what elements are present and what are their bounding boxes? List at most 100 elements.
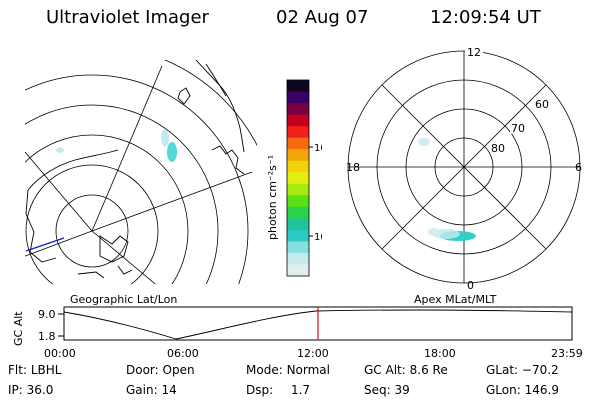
status-ip-value: 36.0 xyxy=(26,383,54,397)
status-gc-alt-value: 8.6 Re xyxy=(409,363,448,377)
polar-axis-diagonal xyxy=(381,84,547,250)
status-dsp-label: Dsp: xyxy=(246,383,274,397)
aurora-patch xyxy=(167,142,177,162)
colorbar-swatch xyxy=(287,229,309,242)
status-glat: GLat: −70.2 xyxy=(486,363,559,377)
geo-lat-circle xyxy=(25,104,219,284)
status-door: Door: Open xyxy=(126,363,195,377)
label-bg xyxy=(534,97,554,110)
colorbar-swatch xyxy=(287,195,309,208)
geo-lat-circle xyxy=(55,194,129,268)
geo-lat-circle xyxy=(25,74,249,284)
colorbar-swatch xyxy=(287,137,309,150)
status-filter-value: LBHL xyxy=(30,363,62,377)
colorbar-swatch xyxy=(287,80,309,93)
aurora-patch xyxy=(161,129,169,147)
altitude-curve xyxy=(63,309,573,340)
colorbar-swatch xyxy=(287,114,309,127)
status-glon-value: 146.9 xyxy=(524,383,559,397)
polar-map-caption: Apex MLat/MLT xyxy=(414,293,497,306)
geo-lat-circle xyxy=(25,164,159,284)
colorbar-swatch xyxy=(287,103,309,116)
coastline xyxy=(205,63,227,97)
lat-label-80: 80 xyxy=(491,142,505,155)
coastline xyxy=(211,145,245,175)
mlt-label-12: 12 xyxy=(467,46,481,59)
status-gain-label: Gain: xyxy=(126,383,158,397)
observation-time: 12:09:54 UT xyxy=(430,7,541,28)
geo-lat-circle xyxy=(25,134,189,284)
coastline xyxy=(117,265,133,275)
status-mode-value: Normal xyxy=(286,363,330,377)
status-glon-label: GLon: xyxy=(486,383,521,397)
coastline xyxy=(195,60,245,153)
colorbar-tick-10: 10 xyxy=(314,232,322,243)
status-gain-value: 14 xyxy=(161,383,177,397)
status-mode-label: Mode: xyxy=(246,363,283,377)
label-bg xyxy=(490,141,510,154)
coastline xyxy=(25,189,57,263)
colorbar-swatch xyxy=(287,252,309,265)
colorbar-swatch xyxy=(287,172,309,185)
status-door-value: Open xyxy=(162,363,195,377)
colorbar-swatch xyxy=(287,241,309,254)
status-gain: Gain: 14 xyxy=(126,383,177,397)
status-seq: Seq: 39 xyxy=(364,383,410,397)
colorbar-label: photon cm⁻²s⁻¹ xyxy=(266,155,279,240)
status-seq-value: 39 xyxy=(394,383,410,397)
colorbar-swatch xyxy=(287,160,309,173)
status-filter: Flt: LBHL xyxy=(8,363,61,377)
colorbar-scale xyxy=(287,80,309,277)
aurora-patch xyxy=(56,147,64,153)
colorbar: 100 10 photon cm⁻²s⁻¹ xyxy=(266,79,322,277)
status-ip-label: IP: xyxy=(8,383,23,397)
mlt-label-0: 0 xyxy=(467,279,474,292)
y-tick-9: 9.0 xyxy=(38,308,56,321)
status-glat-label: GLat: xyxy=(486,363,519,377)
status-gc-alt: GC Alt: 8.6 Re xyxy=(364,363,448,377)
x-tick-0600: 06:00 xyxy=(167,347,199,360)
colorbar-tick-100: 100 xyxy=(314,143,322,154)
status-mode: Mode: Normal xyxy=(246,363,330,377)
timeline-axis-title: GC Alt xyxy=(12,311,25,346)
colorbar-swatch xyxy=(287,149,309,162)
colorbar-swatch xyxy=(287,218,309,231)
colorbar-swatch xyxy=(287,206,309,219)
mlt-label-18: 18 xyxy=(346,161,360,174)
geo-meridian xyxy=(91,230,156,284)
label-bg xyxy=(510,121,530,134)
lat-label-60: 60 xyxy=(535,98,549,111)
status-dsp: Dsp: 1.7 xyxy=(246,383,310,397)
geo-meridian xyxy=(25,151,93,232)
geo-coastlines xyxy=(25,60,245,279)
coastline xyxy=(177,87,191,105)
colorbar-swatch xyxy=(287,183,309,196)
x-tick-2359: 23:59 xyxy=(551,347,583,360)
status-glat-value: −70.2 xyxy=(521,363,559,377)
aurora-oval-patch xyxy=(428,228,440,236)
instrument-title: Ultraviolet Imager xyxy=(46,7,209,28)
geo-meridian xyxy=(91,65,163,232)
orbit-track-line xyxy=(25,237,65,252)
geo-meridian xyxy=(91,171,253,232)
x-tick-1800: 18:00 xyxy=(424,347,456,360)
status-ip: IP: 36.0 xyxy=(8,383,53,397)
coastline xyxy=(77,271,105,279)
colorbar-swatch xyxy=(287,91,309,104)
status-gc-alt-label: GC Alt: xyxy=(364,363,406,377)
mlt-label-6: 6 xyxy=(575,161,582,174)
lat-label-70: 70 xyxy=(511,122,525,135)
aurora-oval-patch xyxy=(418,138,430,146)
status-seq-label: Seq: xyxy=(364,383,391,397)
observation-date: 02 Aug 07 xyxy=(276,7,369,28)
colorbar-swatch xyxy=(287,126,309,139)
x-tick-0000: 00:00 xyxy=(44,347,76,360)
coastline xyxy=(99,235,129,263)
coastline xyxy=(27,149,119,191)
label-bg xyxy=(465,45,483,58)
y-tick-1.8: 1.8 xyxy=(38,330,56,343)
status-glon: GLon: 146.9 xyxy=(486,383,559,397)
status-filter-label: Flt: xyxy=(8,363,27,377)
